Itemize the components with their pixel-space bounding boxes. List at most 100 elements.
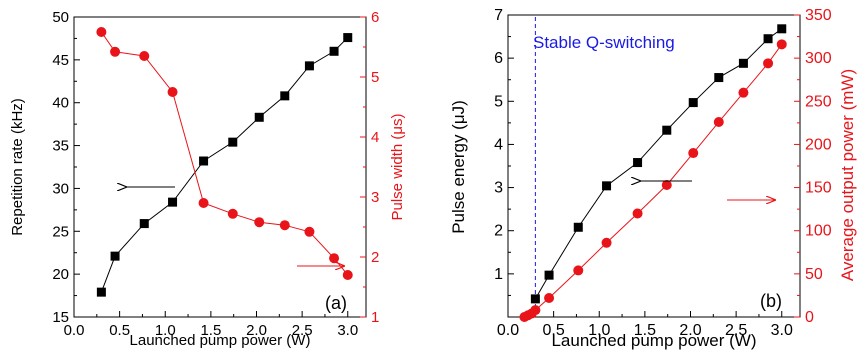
y-tick-label-left: 3	[494, 180, 503, 197]
x-tick-label: 3.0	[337, 322, 358, 339]
y-tick-label-right: 50	[805, 266, 823, 283]
y-axis-label-right-b: Average output power (mW)	[838, 69, 857, 281]
y-tick-label-right: 200	[805, 136, 832, 153]
series-a	[96, 27, 353, 297]
data-point-square	[777, 24, 787, 34]
x-tick-label: 2.5	[725, 322, 747, 339]
x-tick-label: 2.5	[292, 322, 313, 339]
data-point-circle	[544, 293, 555, 304]
data-point-circle	[530, 305, 541, 316]
data-point-square	[96, 287, 106, 297]
y-ticks-right-b: 0 50 100 150 200 250 300 350	[794, 7, 832, 326]
y-tick-label-left: 35	[52, 138, 69, 155]
data-point-circle	[601, 237, 612, 248]
y-tick-label-right: 5	[371, 69, 379, 86]
data-point-circle	[342, 270, 353, 280]
data-point-square	[280, 91, 290, 101]
data-point-square	[530, 294, 540, 304]
panel-label-b: (b)	[760, 291, 782, 311]
y-tick-label-right: 0	[805, 309, 814, 326]
series-line-left	[534, 28, 783, 300]
x-ticks-a: 0.0 0.5 1.0 1.5 2.0 2.5 3.0	[64, 311, 358, 339]
y-tick-label-right: 1	[371, 309, 379, 326]
data-point-circle	[227, 208, 238, 219]
data-point-square	[573, 222, 583, 232]
x-tick-label: 3.0	[771, 322, 793, 339]
y-tick-label-left: 4	[494, 136, 503, 153]
y-ticks-left-b: 1 2 3 4 5 6 7	[494, 7, 514, 296]
data-point-square	[199, 156, 209, 166]
y-ticks-left-a: 15 20 25 30 35 40 45 50	[52, 9, 80, 326]
data-point-circle	[110, 46, 121, 57]
panel-label-a: (a)	[325, 293, 347, 313]
data-point-circle	[573, 265, 584, 276]
data-point-circle	[713, 116, 724, 127]
y-tick-label-left: 2	[494, 223, 503, 240]
data-point-circle	[738, 87, 749, 98]
data-point-square	[763, 34, 773, 44]
data-point-square	[688, 98, 698, 108]
data-point-square	[633, 158, 643, 168]
data-point-circle	[198, 198, 209, 208]
y-axis-label-left-a: Repetition rate (kHz)	[9, 98, 26, 236]
y-axis-label-left-b: Pulse energy (μJ)	[449, 100, 468, 234]
panel-b: 0.0 0.5 1.0 1.5 2.0 2.5 3.0 1 2 3 4 5 6 7 0 50 100 150 2…	[449, 7, 857, 350]
data-point-square	[544, 270, 554, 280]
x-tick-label: 1.5	[634, 322, 656, 339]
y-tick-label-right: 250	[805, 93, 832, 110]
x-tick-label: 0.0	[497, 322, 519, 339]
y-tick-label-right: 350	[805, 7, 832, 24]
data-point-circle	[139, 51, 150, 61]
x-tick-label: 2.0	[679, 322, 701, 339]
data-point-square	[329, 46, 339, 56]
x-tick-label: 0.0	[64, 322, 85, 339]
x-ticks-b: 0.0 0.5 1.0 1.5 2.0 2.5 3.0	[497, 311, 793, 339]
data-point-circle	[632, 208, 643, 219]
data-point-square	[254, 112, 264, 122]
data-point-square	[304, 61, 314, 71]
data-point-circle	[776, 39, 787, 50]
y-ticks-right-a: 1 2 3 4 5 6	[360, 9, 379, 326]
data-point-circle	[96, 27, 107, 37]
annotation-b: Stable Q-switching	[533, 33, 675, 52]
data-point-square	[168, 197, 178, 207]
x-tick-label: 2.0	[246, 322, 267, 339]
data-point-square	[662, 125, 672, 135]
x-axis-label-a: Launched pump power (W)	[130, 332, 311, 349]
data-point-circle	[763, 58, 774, 69]
data-point-square	[139, 219, 149, 229]
y-tick-label-right: 100	[805, 223, 832, 240]
y-tick-label-left: 5	[494, 93, 503, 110]
data-point-circle	[329, 253, 340, 264]
series-b	[519, 24, 787, 322]
data-point-square	[110, 251, 120, 261]
x-tick-label: 1.0	[155, 322, 176, 339]
x-tick-label: 0.5	[109, 322, 130, 339]
y-tick-label-right: 3	[371, 189, 379, 206]
y-tick-label-left: 7	[494, 7, 503, 24]
y-axis-label-right-a: Pulse width (μs)	[389, 113, 406, 220]
y-tick-label-right: 150	[805, 180, 832, 197]
y-tick-label-right: 2	[371, 249, 379, 266]
y-tick-label-left: 20	[52, 266, 69, 283]
x-tick-label: 1.5	[200, 322, 221, 339]
y-tick-label-right: 6	[371, 9, 379, 26]
data-point-circle	[304, 226, 315, 237]
data-point-circle	[167, 87, 178, 97]
y-tick-label-left: 6	[494, 50, 503, 67]
data-point-circle	[254, 217, 265, 228]
y-tick-label-left: 1	[494, 266, 503, 283]
x-axis-label-b: Launched pump power (W)	[551, 331, 756, 350]
y-tick-label-left: 45	[52, 52, 69, 69]
y-tick-label-right: 4	[371, 129, 379, 146]
y-tick-label-left: 30	[52, 180, 69, 197]
data-point-square	[738, 58, 748, 68]
y-tick-label-left: 15	[52, 309, 69, 326]
data-point-circle	[279, 220, 290, 231]
data-point-circle	[688, 148, 699, 159]
data-point-square	[602, 181, 612, 191]
y-tick-label-left: 50	[52, 9, 69, 26]
plot-frame-a	[73, 16, 367, 318]
